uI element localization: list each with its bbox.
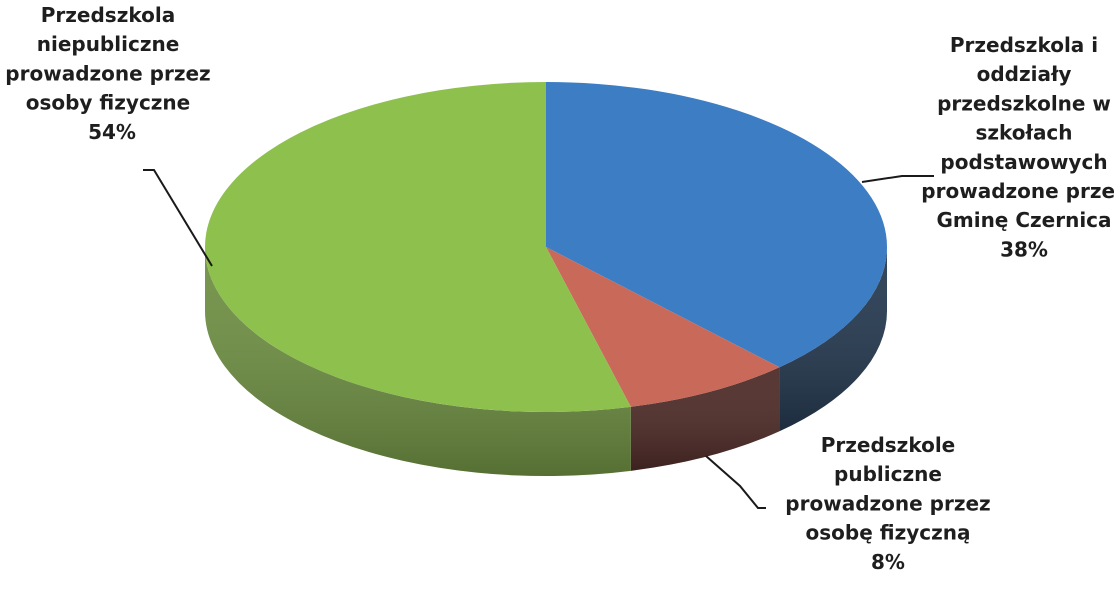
slice-label-line-0-0: Przedszkola i bbox=[950, 33, 1098, 57]
slice-label-line-0-6: Gminę Czernica bbox=[936, 208, 1111, 232]
pie-sides bbox=[205, 247, 887, 476]
pie-slice-0 bbox=[546, 82, 888, 368]
pie-tops bbox=[204, 82, 888, 412]
pie-slice-1 bbox=[546, 247, 780, 407]
slice-label-line-0-4: podstawowych bbox=[940, 150, 1107, 174]
slice-label-line-1-3: osobę fizyczną bbox=[806, 521, 971, 545]
slice-label-line-1-0: Przedszkole bbox=[821, 433, 956, 457]
slice-value-label-1: 8% bbox=[871, 550, 905, 574]
slice-label-line-1-1: publiczne bbox=[834, 462, 942, 486]
pie-side-shade-0-0 bbox=[779, 247, 887, 432]
slice-label-line-1-2: prowadzone przez bbox=[785, 491, 990, 515]
pie-slice-2 bbox=[204, 82, 631, 412]
slice-label-0: Przedszkola i oddziały przedszkolne w szkoł… bbox=[921, 33, 1114, 261]
leader-line-2 bbox=[143, 169, 213, 267]
slice-label-line-0-5: prowadzone przez bbox=[921, 179, 1114, 203]
slice-label-2: Przedszkola niepubliczne prowadzone przez o… bbox=[5, 3, 210, 144]
slice-label-line-2-0: Przedszkola bbox=[41, 3, 175, 27]
slice-label-line-0-2: przedszkolne w bbox=[937, 91, 1111, 115]
slice-value-label-2: 54% bbox=[88, 120, 136, 144]
leader-lines bbox=[143, 169, 934, 509]
leader-line-1 bbox=[705, 455, 766, 509]
pie-side-shade-2-0 bbox=[205, 247, 631, 476]
slice-label-line-0-3: szkołach bbox=[975, 121, 1072, 145]
slice-labels: Przedszkola i oddziały przedszkolne w szkoł… bbox=[5, 3, 1114, 574]
slice-label-1: Przedszkole publiczne prowadzone przez osob… bbox=[785, 433, 990, 574]
slice-label-line-2-2: prowadzone przez bbox=[5, 61, 210, 85]
pie-side-shade-1-0 bbox=[630, 367, 780, 471]
slice-label-line-2-1: niepubliczne bbox=[37, 32, 180, 56]
slice-label-line-0-1: oddziały bbox=[977, 62, 1072, 86]
slice-label-line-2-3: osoby fizyczne bbox=[26, 91, 191, 115]
slice-value-label-0: 38% bbox=[1000, 237, 1048, 261]
leader-line-0 bbox=[861, 175, 934, 183]
